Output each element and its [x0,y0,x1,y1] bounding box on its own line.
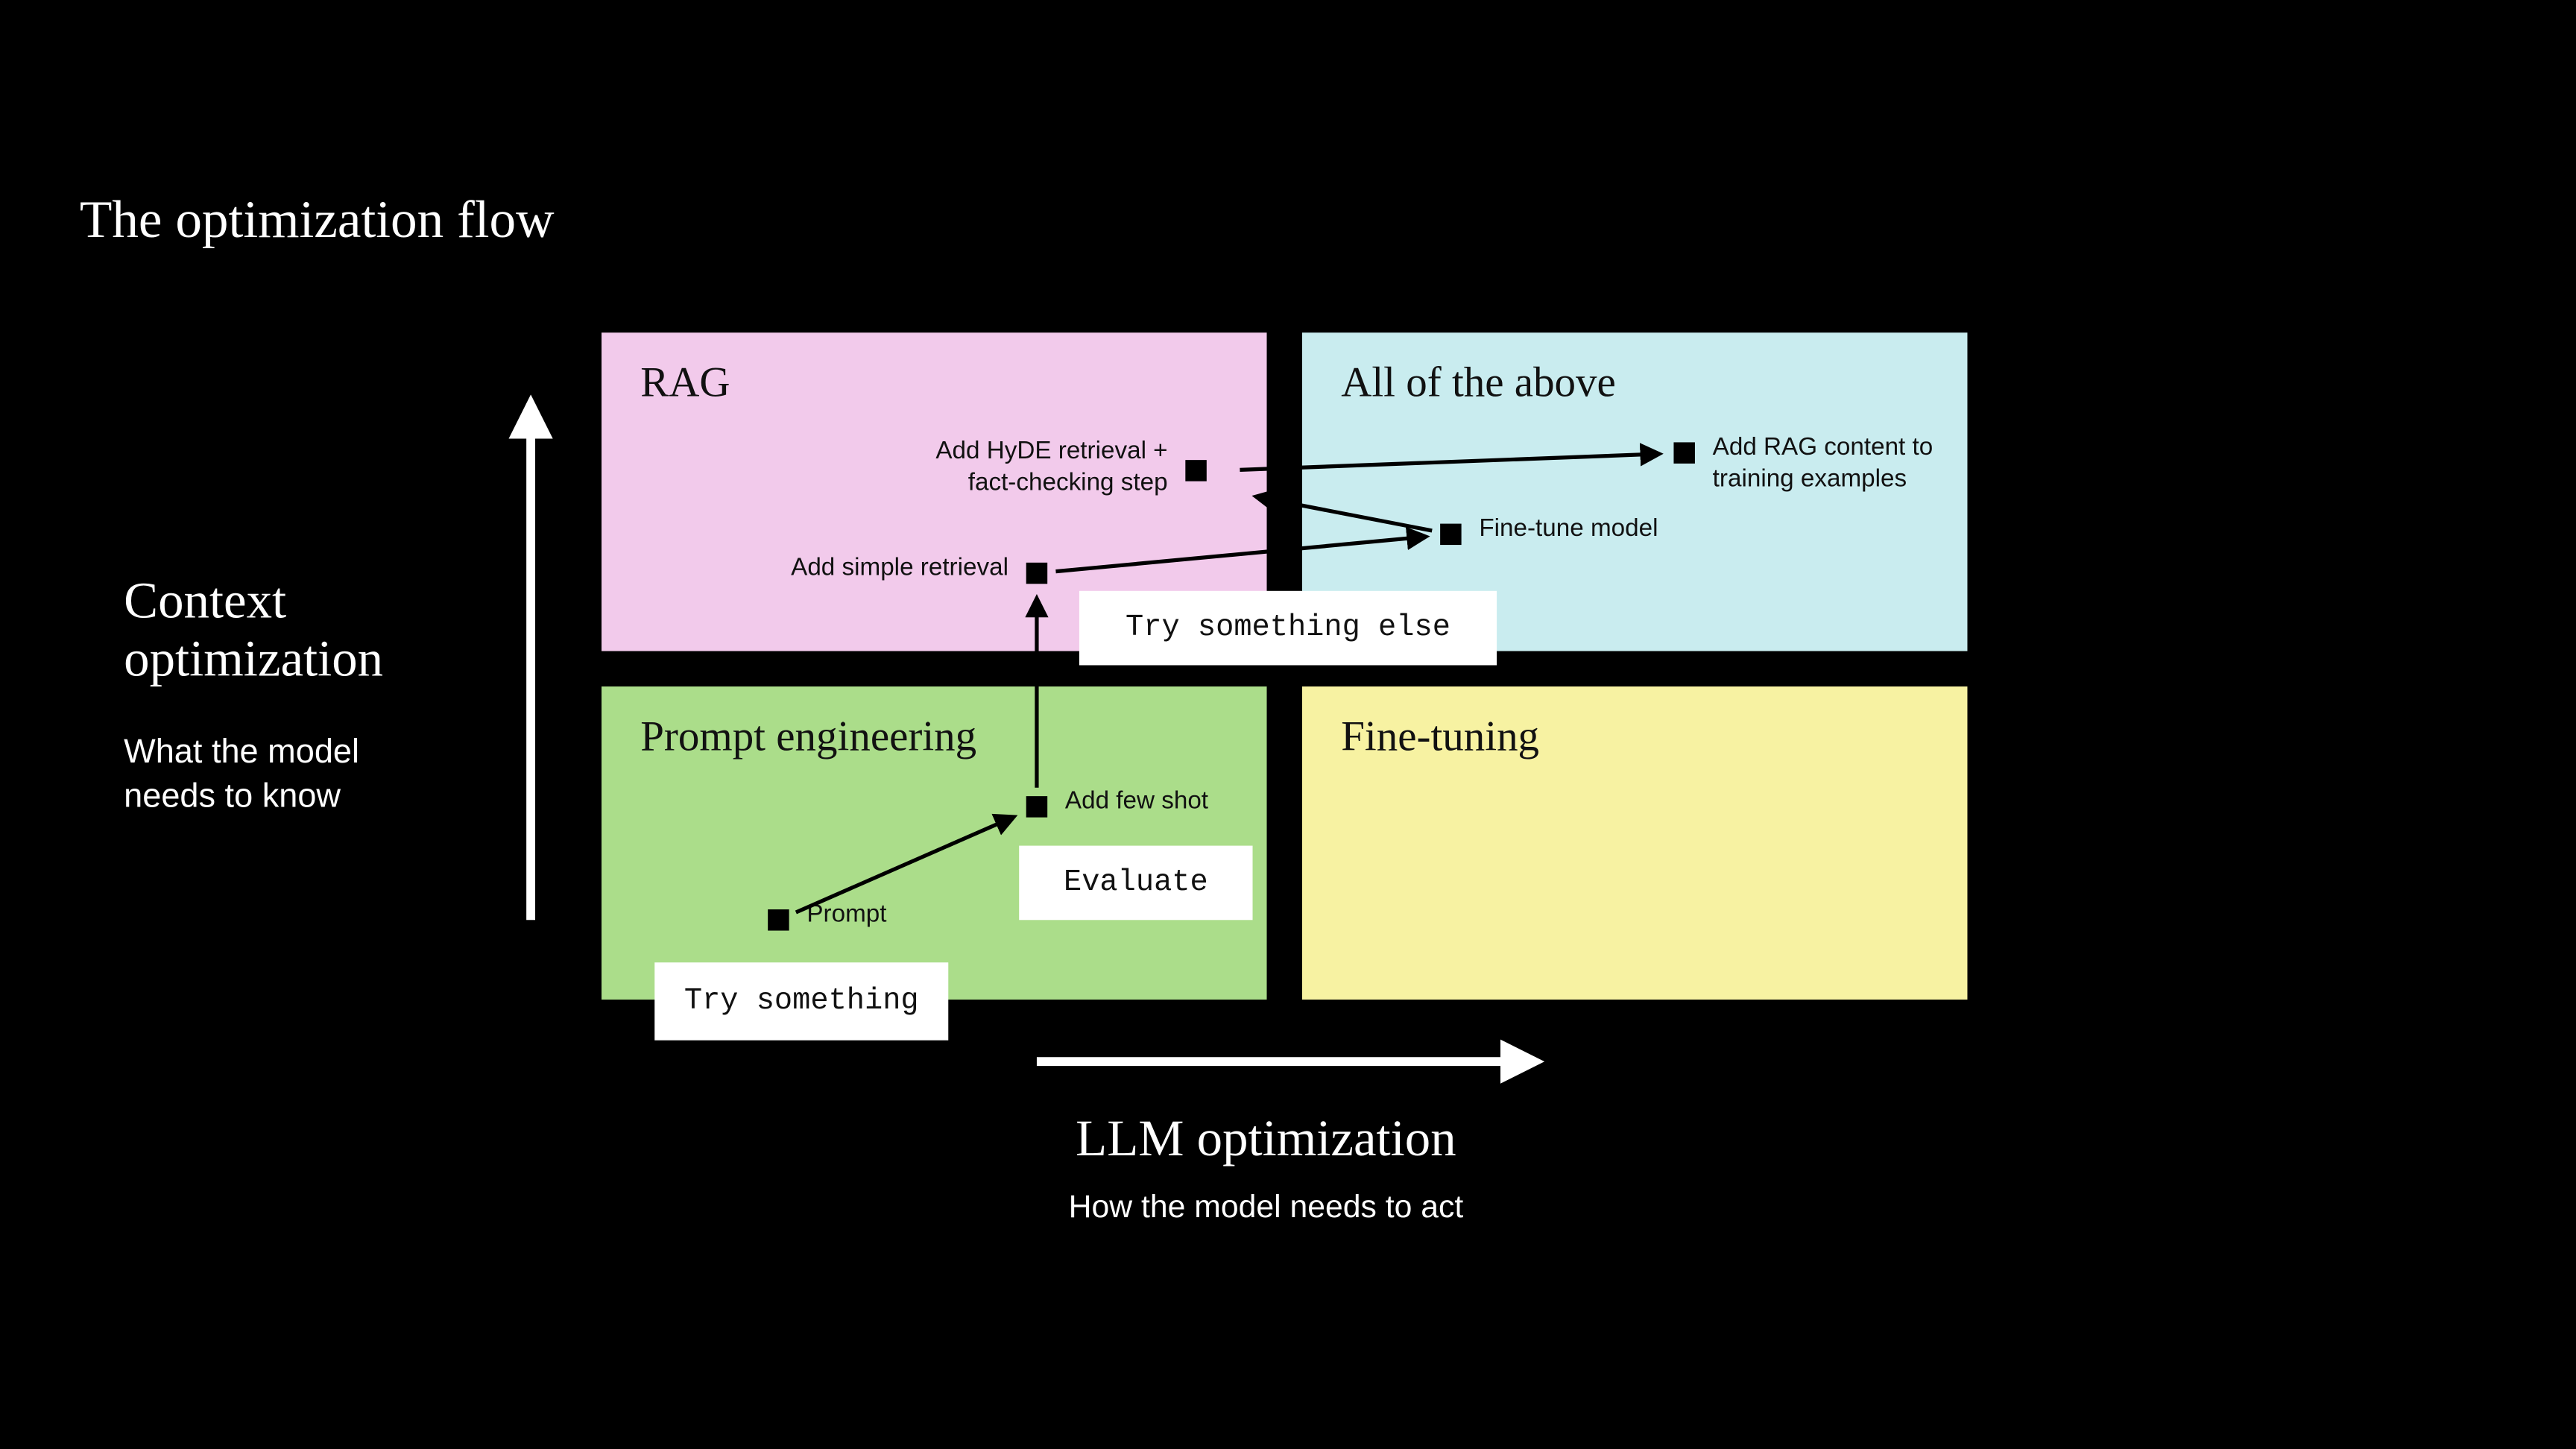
marker-prompt-label: Prompt [806,899,886,930]
x-axis-label: LLM optimization [1076,1111,1456,1169]
marker-hyde [1185,460,1206,481]
quadrant-finetune: Fine-tuning [1302,686,1967,1000]
marker-finetune_m [1440,524,1461,545]
marker-prompt [768,909,789,930]
marker-rag_content-label: Add RAG content totraining examples [1713,432,1933,493]
marker-simple_retr [1026,563,1047,584]
x-axis-sublabel: How the model needs to act [1069,1189,1464,1226]
callout-try_something: Try something [654,962,948,1040]
quadrant-prompt-title: Prompt engineering [640,715,976,763]
y-axis-sublabel: What the model needs to know [124,733,460,820]
quadrant-prompt: Prompt engineering [602,686,1266,1000]
marker-finetune_m-label: Fine-tune model [1479,513,1658,544]
slide-title: The optimization flow [80,191,555,251]
quadrant-finetune-title: Fine-tuning [1341,715,1539,763]
callout-try_something_else: Try something else [1079,591,1497,666]
y-axis-label: Context optimization [124,573,495,691]
quadrant-rag-title: RAG [640,361,730,408]
marker-fewshot-label: Add few shot [1065,786,1208,817]
marker-hyde-label: Add HyDE retrieval +fact-checking step [935,435,1167,497]
callout-evaluate: Evaluate [1019,846,1252,921]
quadrant-all-title: All of the above [1341,361,1616,408]
marker-simple_retr-label: Add simple retrieval [791,552,1008,584]
marker-rag_content [1673,442,1694,463]
marker-fewshot [1026,796,1047,817]
